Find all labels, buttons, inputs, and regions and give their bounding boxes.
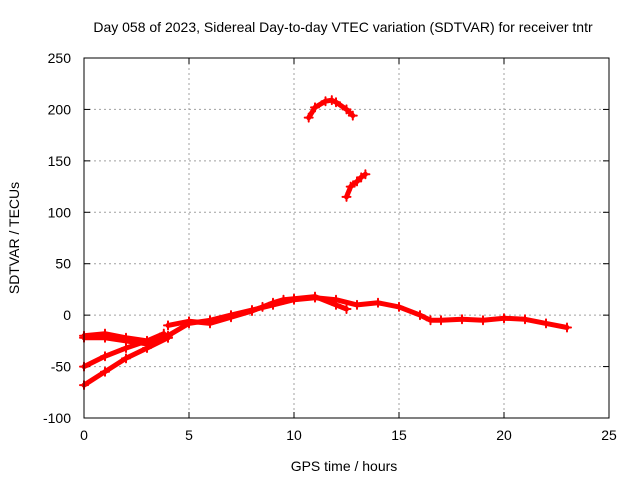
y-tick-label: 150 xyxy=(48,153,72,169)
data-point xyxy=(436,315,446,326)
data-point xyxy=(142,335,152,346)
data-point xyxy=(425,315,436,326)
data-point xyxy=(331,97,341,108)
data-point xyxy=(121,332,131,343)
data-point xyxy=(257,301,268,312)
series-line xyxy=(165,294,349,328)
y-tick-label: 100 xyxy=(48,204,72,220)
data-point xyxy=(247,306,257,317)
x-tick-label: 0 xyxy=(80,427,88,443)
series-mid-segment xyxy=(341,169,371,202)
x-tick-label: 10 xyxy=(286,427,302,443)
data-point xyxy=(226,312,236,323)
y-tick-label: 50 xyxy=(55,256,71,272)
data-point xyxy=(352,299,362,310)
data-point xyxy=(121,353,131,364)
x-tick-label: 25 xyxy=(601,427,617,443)
y-tick-label: 0 xyxy=(63,307,71,323)
y-tick-label: 250 xyxy=(48,50,72,66)
data-point xyxy=(520,314,530,325)
data-point xyxy=(478,315,488,326)
data-series xyxy=(79,95,572,391)
data-point xyxy=(310,291,320,302)
data-point xyxy=(100,366,110,377)
x-tick-label: 5 xyxy=(185,427,193,443)
plot-frame xyxy=(83,57,610,419)
data-point xyxy=(121,343,131,354)
data-point xyxy=(310,102,320,113)
data-point xyxy=(562,322,572,333)
series-upper-low-band xyxy=(79,328,173,346)
data-point xyxy=(499,313,509,324)
series-high-arc xyxy=(303,95,358,123)
data-point xyxy=(100,351,110,362)
data-point xyxy=(341,191,352,202)
data-point xyxy=(457,314,467,325)
data-point xyxy=(347,110,358,121)
x-tick-label: 20 xyxy=(496,427,512,443)
data-point xyxy=(205,318,215,329)
data-point xyxy=(331,299,341,310)
y-tick-label: -50 xyxy=(51,359,71,375)
data-point xyxy=(303,112,314,123)
x-tick-label: 15 xyxy=(391,427,407,443)
data-point xyxy=(360,169,371,180)
data-point xyxy=(394,301,404,312)
grid-lines xyxy=(84,58,609,418)
data-point xyxy=(320,96,331,107)
data-point xyxy=(415,310,425,321)
data-point xyxy=(345,181,356,192)
data-point xyxy=(163,332,173,343)
y-tick-labels: -100 -50 0 50 100 150 200 250 xyxy=(43,50,71,426)
y-tick-label: 200 xyxy=(48,101,72,117)
y-tick-label: -100 xyxy=(43,410,71,426)
data-point xyxy=(541,318,551,329)
data-point xyxy=(341,104,352,115)
data-point xyxy=(373,297,383,308)
data-point xyxy=(184,316,194,327)
series-wavy-main xyxy=(163,291,352,331)
data-point xyxy=(352,176,362,187)
x-axis-title: GPS time / hours xyxy=(291,458,398,474)
x-tick-labels: 0 5 10 15 20 25 xyxy=(80,427,617,443)
data-point xyxy=(341,303,352,314)
data-point xyxy=(163,320,173,331)
data-point xyxy=(278,294,289,305)
data-point xyxy=(268,297,278,308)
chart-title: Day 058 of 2023, Sidereal Day-to-day VTE… xyxy=(93,19,593,35)
data-point xyxy=(289,293,299,304)
y-axis-title: SDTVAR / TECUs xyxy=(6,182,22,294)
data-point xyxy=(100,328,110,339)
